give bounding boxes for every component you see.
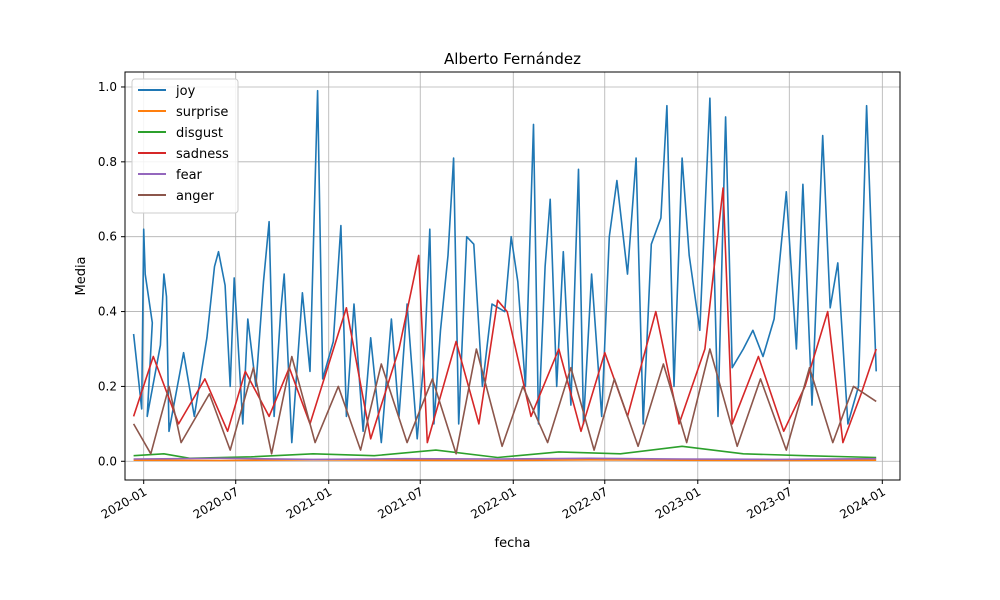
series-lines [132, 89, 877, 462]
legend: joy surprise disgust sadness fear anger [131, 78, 239, 214]
series-line-anger [132, 348, 877, 455]
legend-label-joy: joy [175, 84, 196, 99]
chart-title: Alberto Fernández [444, 50, 581, 68]
legend-label-surprise: surprise [176, 105, 228, 120]
x-axis-label: fecha [495, 536, 531, 551]
y-axis: 0.0 0.2 0.4 0.6 0.8 1.0 [98, 80, 125, 468]
legend-label-sadness: sadness [176, 147, 229, 162]
legend-box [131, 78, 239, 214]
legend-label-fear: fear [176, 168, 203, 183]
y-tick-label: 0.8 [98, 155, 117, 169]
y-tick-label: 0.6 [98, 230, 117, 244]
plot-area [132, 89, 877, 462]
series-line-joy [132, 89, 877, 444]
plot-frame [124, 71, 901, 481]
y-axis-label: Media [74, 256, 89, 295]
y-tick-label: 0.0 [98, 454, 117, 468]
series-line-surprise [133, 458, 877, 462]
y-tick-label: 0.2 [98, 379, 117, 393]
series-line-fear [133, 457, 877, 461]
legend-label-anger: anger [176, 189, 214, 204]
y-tick-label: 0.4 [98, 305, 117, 319]
legend-label-disgust: disgust [176, 126, 223, 141]
y-tick-label: 1.0 [98, 80, 117, 94]
